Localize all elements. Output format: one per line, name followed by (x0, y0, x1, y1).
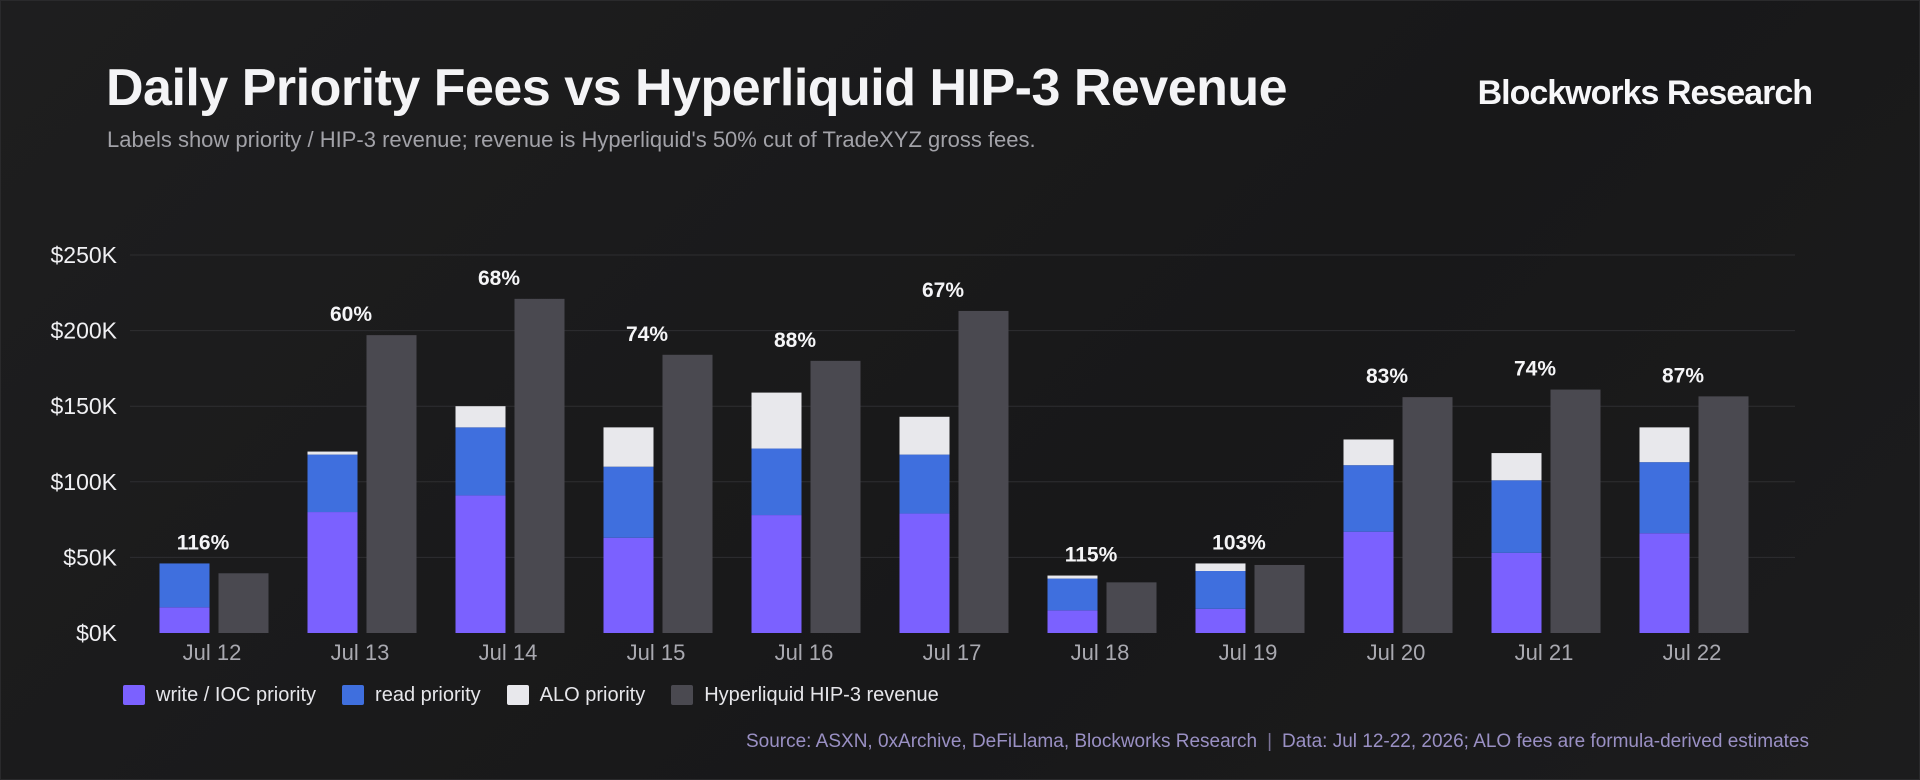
y-tick-label: $50K (63, 544, 117, 570)
bar-segment-alo (455, 406, 506, 428)
footer-separator: | (1267, 731, 1272, 752)
bar-segment-write-ioc (307, 512, 358, 633)
ratio-label: 74% (626, 323, 668, 346)
bar-segment-alo (1047, 575, 1098, 579)
bar-segment-write-ioc (899, 513, 950, 633)
x-tick-label: Jul 12 (183, 640, 242, 665)
bar-segment-write-ioc (1639, 533, 1690, 633)
bar-revenue (1402, 397, 1453, 633)
bar-revenue (662, 354, 713, 633)
x-tick-label: Jul 14 (479, 640, 538, 665)
data-note-text: Data: Jul 12-22, 2026; ALO fees are form… (1282, 731, 1809, 752)
ratio-label: 83% (1366, 365, 1408, 388)
bar-segment-write-ioc (1195, 608, 1246, 633)
y-tick-label: $200K (50, 318, 117, 344)
y-tick-label: $250K (50, 242, 117, 268)
bar-segment-alo (1639, 427, 1690, 463)
ratio-label: 68% (478, 267, 520, 290)
legend-swatch-write-ioc (123, 685, 145, 705)
ratio-label: 115% (1065, 544, 1118, 567)
ratio-label: 103% (1212, 531, 1266, 554)
x-tick-label: Jul 13 (331, 640, 390, 665)
ratio-label: 88% (774, 329, 816, 352)
legend-swatch-revenue (671, 685, 694, 705)
bar-segment-write-ioc (159, 607, 210, 633)
bar-segment-write-ioc (1047, 610, 1098, 633)
bar-segment-alo (751, 392, 802, 449)
ratio-label: 116% (177, 531, 230, 554)
x-tick-label: Jul 20 (1367, 640, 1426, 665)
legend: write / IOC priority read priority ALO p… (123, 681, 939, 709)
bar-segment-write-ioc (751, 515, 802, 633)
bar-segment-alo (899, 416, 950, 455)
x-tick-label: Jul 18 (1071, 640, 1130, 665)
ratio-label: 67% (922, 279, 964, 302)
legend-label-read: read priority (375, 683, 481, 706)
y-tick-label: $150K (50, 393, 117, 419)
bar-revenue (366, 335, 417, 633)
bar-segment-alo (307, 451, 358, 455)
bar-segment-read (899, 454, 950, 514)
bar-revenue (1698, 396, 1749, 633)
legend-item-revenue: Hyperliquid HIP-3 revenue (671, 684, 939, 707)
x-tick-label: Jul 22 (1663, 640, 1722, 665)
brand-logo-text: Blockworks Research (1477, 74, 1813, 112)
ratio-label: 60% (330, 303, 372, 326)
bar-segment-alo (1343, 439, 1394, 466)
bar-segment-read (307, 454, 358, 513)
legend-swatch-read (342, 685, 365, 705)
bar-segment-write-ioc (1491, 552, 1542, 633)
bar-revenue (1106, 582, 1157, 633)
legend-label-alo: ALO priority (539, 683, 646, 706)
bar-revenue (810, 360, 861, 633)
chart-subtitle: Labels show priority / HIP-3 revenue; re… (107, 127, 1036, 152)
bar-revenue (514, 298, 565, 633)
bar-segment-read (1639, 462, 1690, 534)
bar-segment-read (159, 563, 210, 608)
x-tick-label: Jul 16 (775, 640, 834, 665)
x-tick-label: Jul 17 (923, 640, 982, 665)
bar-segment-read (1047, 578, 1098, 611)
source-footer: Source: ASXN, 0xArchive, DeFiLlama, Bloc… (746, 731, 1809, 753)
legend-label-write-ioc: write / IOC priority (156, 683, 317, 706)
y-tick-label: $100K (50, 469, 117, 495)
bar-segment-read (603, 466, 654, 538)
bar-segment-read (1491, 480, 1542, 553)
bar-segment-alo (603, 427, 654, 467)
bar-revenue (958, 310, 1009, 633)
source-text: Source: ASXN, 0xArchive, DeFiLlama, Bloc… (745, 731, 1258, 752)
bar-revenue (218, 573, 269, 633)
bar-segment-read (1195, 571, 1246, 609)
legend-item-write-ioc: write / IOC priority (123, 684, 316, 707)
ratio-label: 87% (1662, 364, 1704, 387)
ratio-label: 74% (1514, 358, 1556, 381)
legend-swatch-alo (506, 685, 529, 705)
y-tick-label: $0K (76, 620, 118, 646)
bar-revenue (1550, 389, 1601, 633)
bar-segment-write-ioc (603, 537, 654, 633)
bar-segment-alo (1195, 563, 1246, 572)
bar-segment-alo (1491, 453, 1542, 481)
x-tick-label: Jul 21 (1515, 640, 1574, 665)
legend-item-alo: ALO priority (506, 683, 646, 707)
legend-label-revenue: Hyperliquid HIP-3 revenue (704, 683, 939, 706)
chart-title: Daily Priority Fees vs Hyperliquid HIP-3… (106, 59, 1288, 117)
bar-segment-read (751, 448, 802, 516)
bar-segment-write-ioc (1343, 531, 1394, 633)
x-tick-label: Jul 15 (627, 640, 686, 665)
bar-revenue (1254, 564, 1305, 633)
bar-segment-read (455, 427, 506, 496)
x-tick-label: Jul 19 (1219, 640, 1278, 665)
bar-segment-read (1343, 465, 1394, 532)
legend-item-read: read priority (342, 684, 481, 707)
bar-segment-write-ioc (455, 495, 506, 633)
